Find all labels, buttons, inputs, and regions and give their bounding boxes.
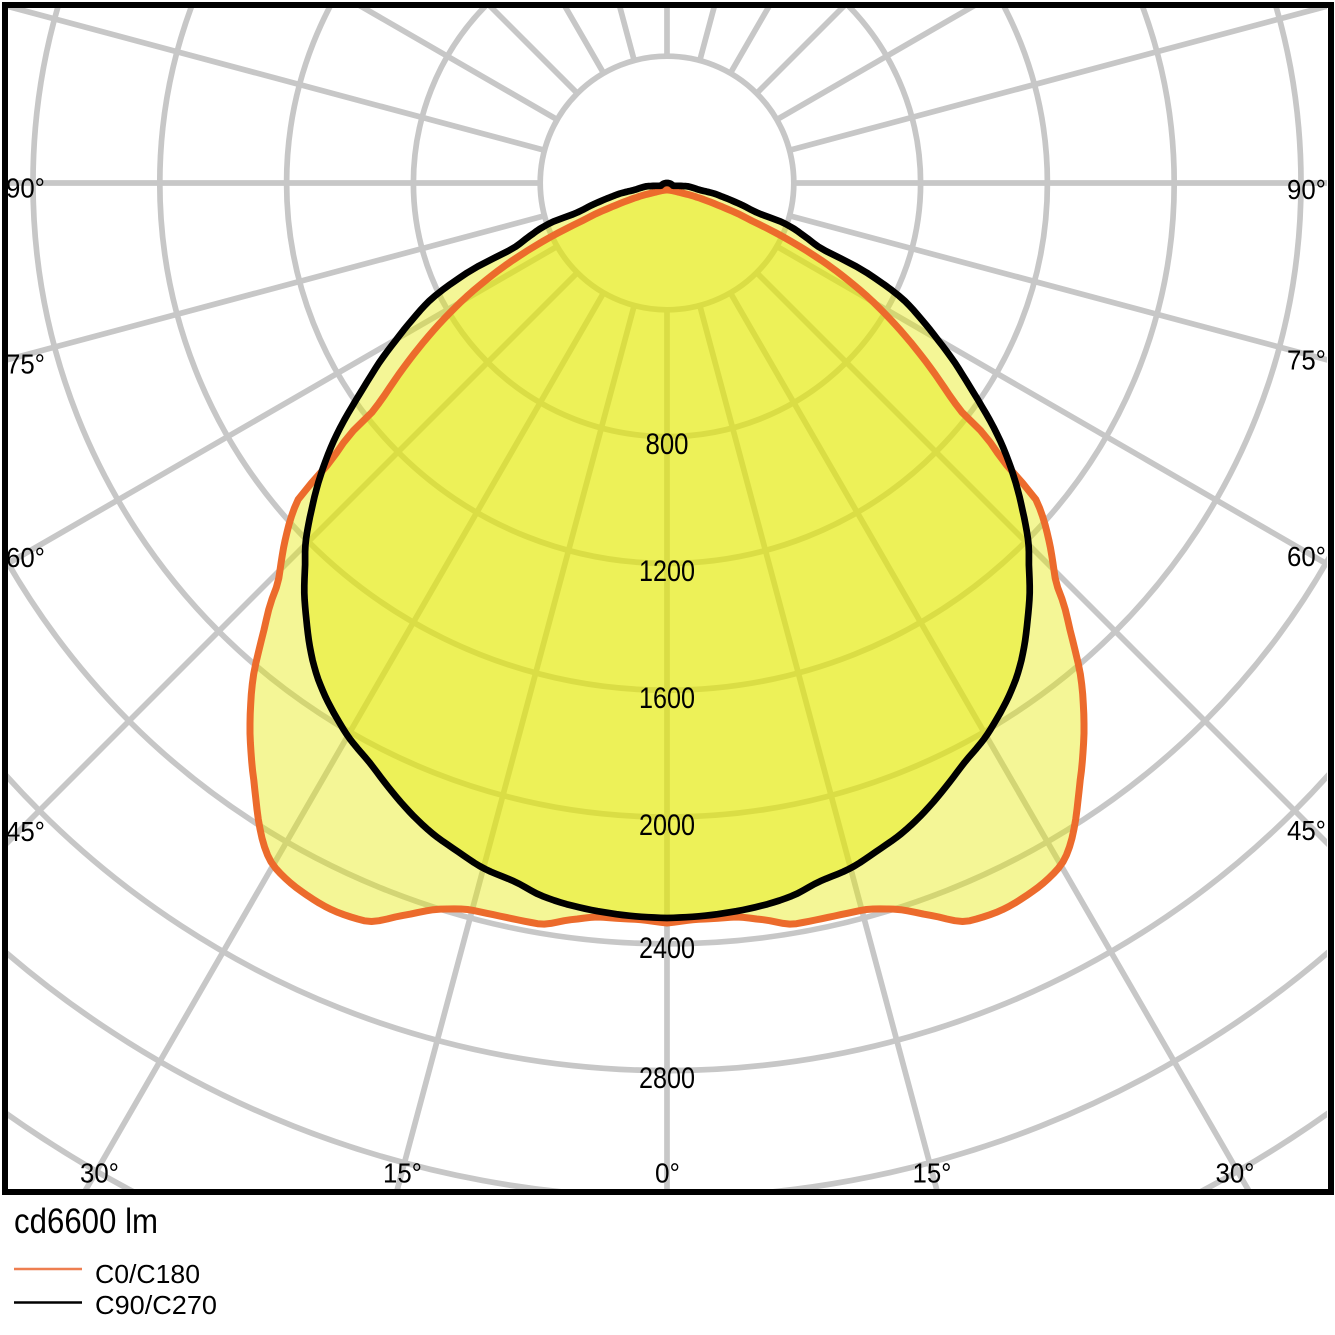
svg-text:cd6600 lm: cd6600 lm <box>14 1202 158 1241</box>
svg-text:2800: 2800 <box>639 1062 695 1095</box>
svg-text:60°: 60° <box>1287 541 1326 572</box>
svg-text:15°: 15° <box>383 1158 422 1189</box>
svg-text:2400: 2400 <box>639 932 695 965</box>
svg-text:45°: 45° <box>1287 815 1326 846</box>
svg-text:15°: 15° <box>913 1158 952 1189</box>
svg-text:75°: 75° <box>6 349 45 380</box>
svg-text:1600: 1600 <box>639 682 695 715</box>
svg-text:800: 800 <box>646 428 689 461</box>
svg-text:0°: 0° <box>655 1158 680 1189</box>
svg-text:90°: 90° <box>6 173 45 204</box>
svg-text:C90/C270: C90/C270 <box>95 1290 217 1320</box>
svg-text:C0/C180: C0/C180 <box>95 1259 200 1289</box>
svg-text:60°: 60° <box>6 542 45 573</box>
svg-text:45°: 45° <box>6 816 45 847</box>
svg-text:90°: 90° <box>1287 174 1326 205</box>
svg-text:75°: 75° <box>1287 345 1326 376</box>
svg-text:30°: 30° <box>1216 1158 1255 1189</box>
svg-text:30°: 30° <box>80 1158 119 1189</box>
svg-text:1200: 1200 <box>639 555 695 588</box>
svg-text:2000: 2000 <box>639 809 695 842</box>
